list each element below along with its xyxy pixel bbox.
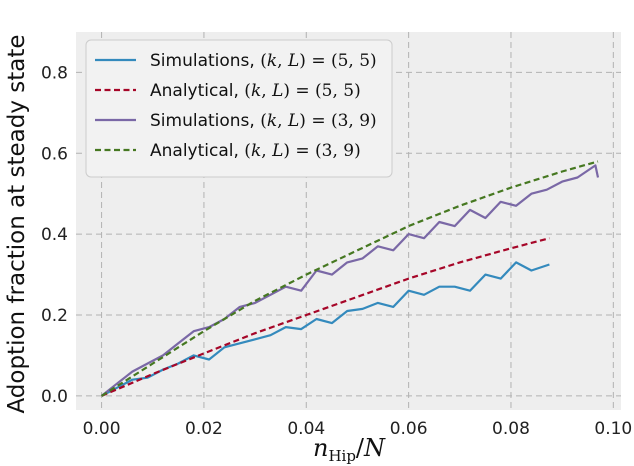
series-line-1 <box>101 237 550 397</box>
x-tick-label: 0.06 <box>390 419 428 439</box>
svg-text:nHip/N: nHip/N <box>313 434 386 465</box>
legend-label-3: Analytical, (k, L) = (3, 9) <box>150 141 361 161</box>
legend-box <box>85 39 393 178</box>
x-tick-label: 0.10 <box>594 419 632 439</box>
series-line-2 <box>100 164 600 397</box>
x-tick-label: 0.04 <box>287 419 325 439</box>
x-tick-label: 0.02 <box>185 419 223 439</box>
y-tick-label: 0.2 <box>41 306 68 326</box>
legend-label-1: Analytical, (k, L) = (5, 5) <box>150 81 361 101</box>
legend-label-2: Simulations, (k, L) = (3, 9) <box>150 111 377 131</box>
ticks: 0.00 0.02 0.04 0.06 0.08 0.10 0.0 0.2 0.4 0.6 0.8 <box>41 63 632 439</box>
y-tick-label: 0.4 <box>41 225 68 245</box>
legend: Simulations, (k, L) = (5, 5) Analytical, … <box>85 39 393 178</box>
x-tick-label: 0.08 <box>492 419 530 439</box>
series-line-3 <box>101 160 599 397</box>
y-tick-label: 0.0 <box>41 387 68 407</box>
y-tick-label: 0.6 <box>41 144 68 164</box>
series-group <box>100 160 600 397</box>
y-tick-label: 0.8 <box>41 63 68 83</box>
legend-label-0: Simulations, (k, L) = (5, 5) <box>150 51 377 71</box>
y-axis-label: Adoption fraction at steady state <box>4 34 30 413</box>
x-axis-label: nHip/N <box>313 434 386 465</box>
x-tick-label: 0.00 <box>83 419 121 439</box>
